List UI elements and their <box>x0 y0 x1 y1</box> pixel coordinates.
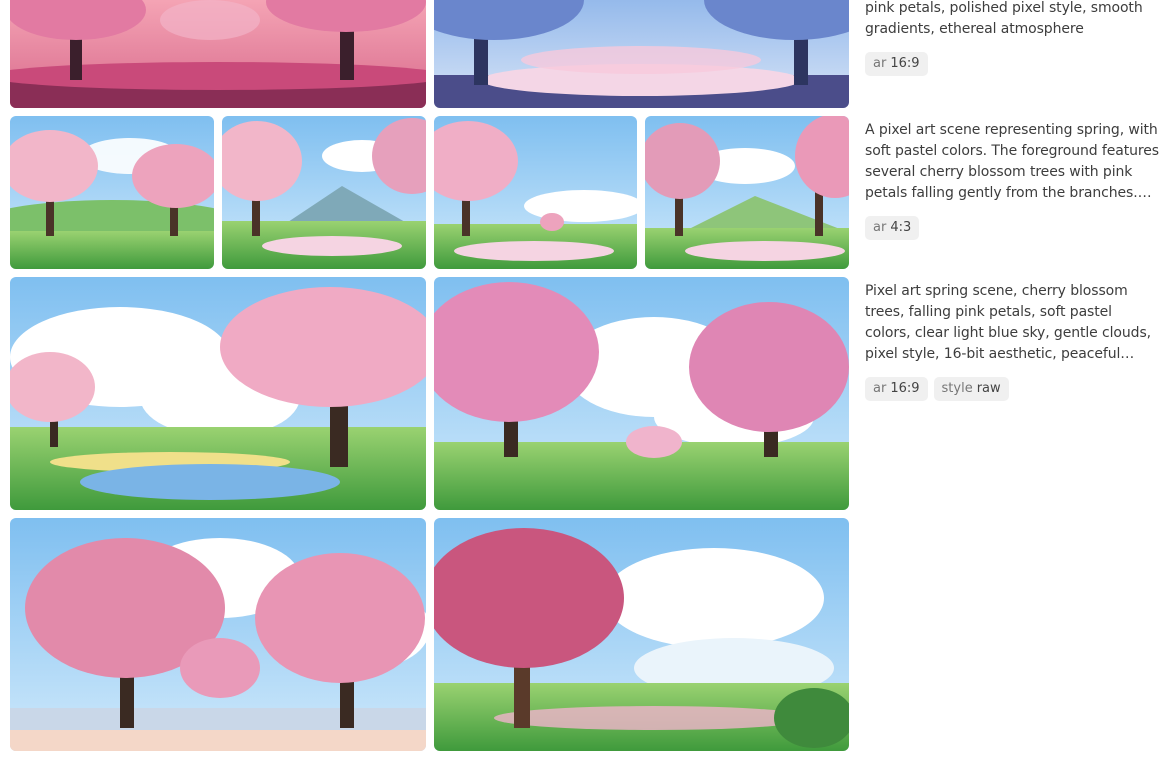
param-tags: ar 16:9 <box>865 52 928 76</box>
generated-image[interactable] <box>10 518 426 751</box>
generated-image[interactable] <box>10 277 426 510</box>
prompt-text: Pixel art spring scene, cherry blossom t… <box>865 283 1152 362</box>
param-tag[interactable]: ar 16:9 <box>865 52 928 76</box>
param-tags: ar 16:9 style raw <box>865 377 1009 401</box>
generated-image[interactable] <box>645 116 849 269</box>
generated-image[interactable] <box>434 0 849 108</box>
param-tag[interactable]: ar 4:3 <box>865 216 920 240</box>
prompt-text: pink petals, polished pixel style, smoot… <box>865 0 1143 37</box>
generated-image[interactable] <box>434 518 849 751</box>
param-tag[interactable]: style raw <box>933 377 1009 401</box>
generated-image[interactable] <box>434 116 637 269</box>
param-tag[interactable]: ar 16:9 <box>865 377 928 401</box>
prompt-text: A pixel art scene representing spring, w… <box>865 122 1159 201</box>
generated-image[interactable] <box>10 116 214 269</box>
generated-image[interactable] <box>10 0 426 108</box>
generated-image[interactable] <box>222 116 426 269</box>
generated-image[interactable] <box>434 277 849 510</box>
param-tags: ar 4:3 <box>865 216 920 240</box>
